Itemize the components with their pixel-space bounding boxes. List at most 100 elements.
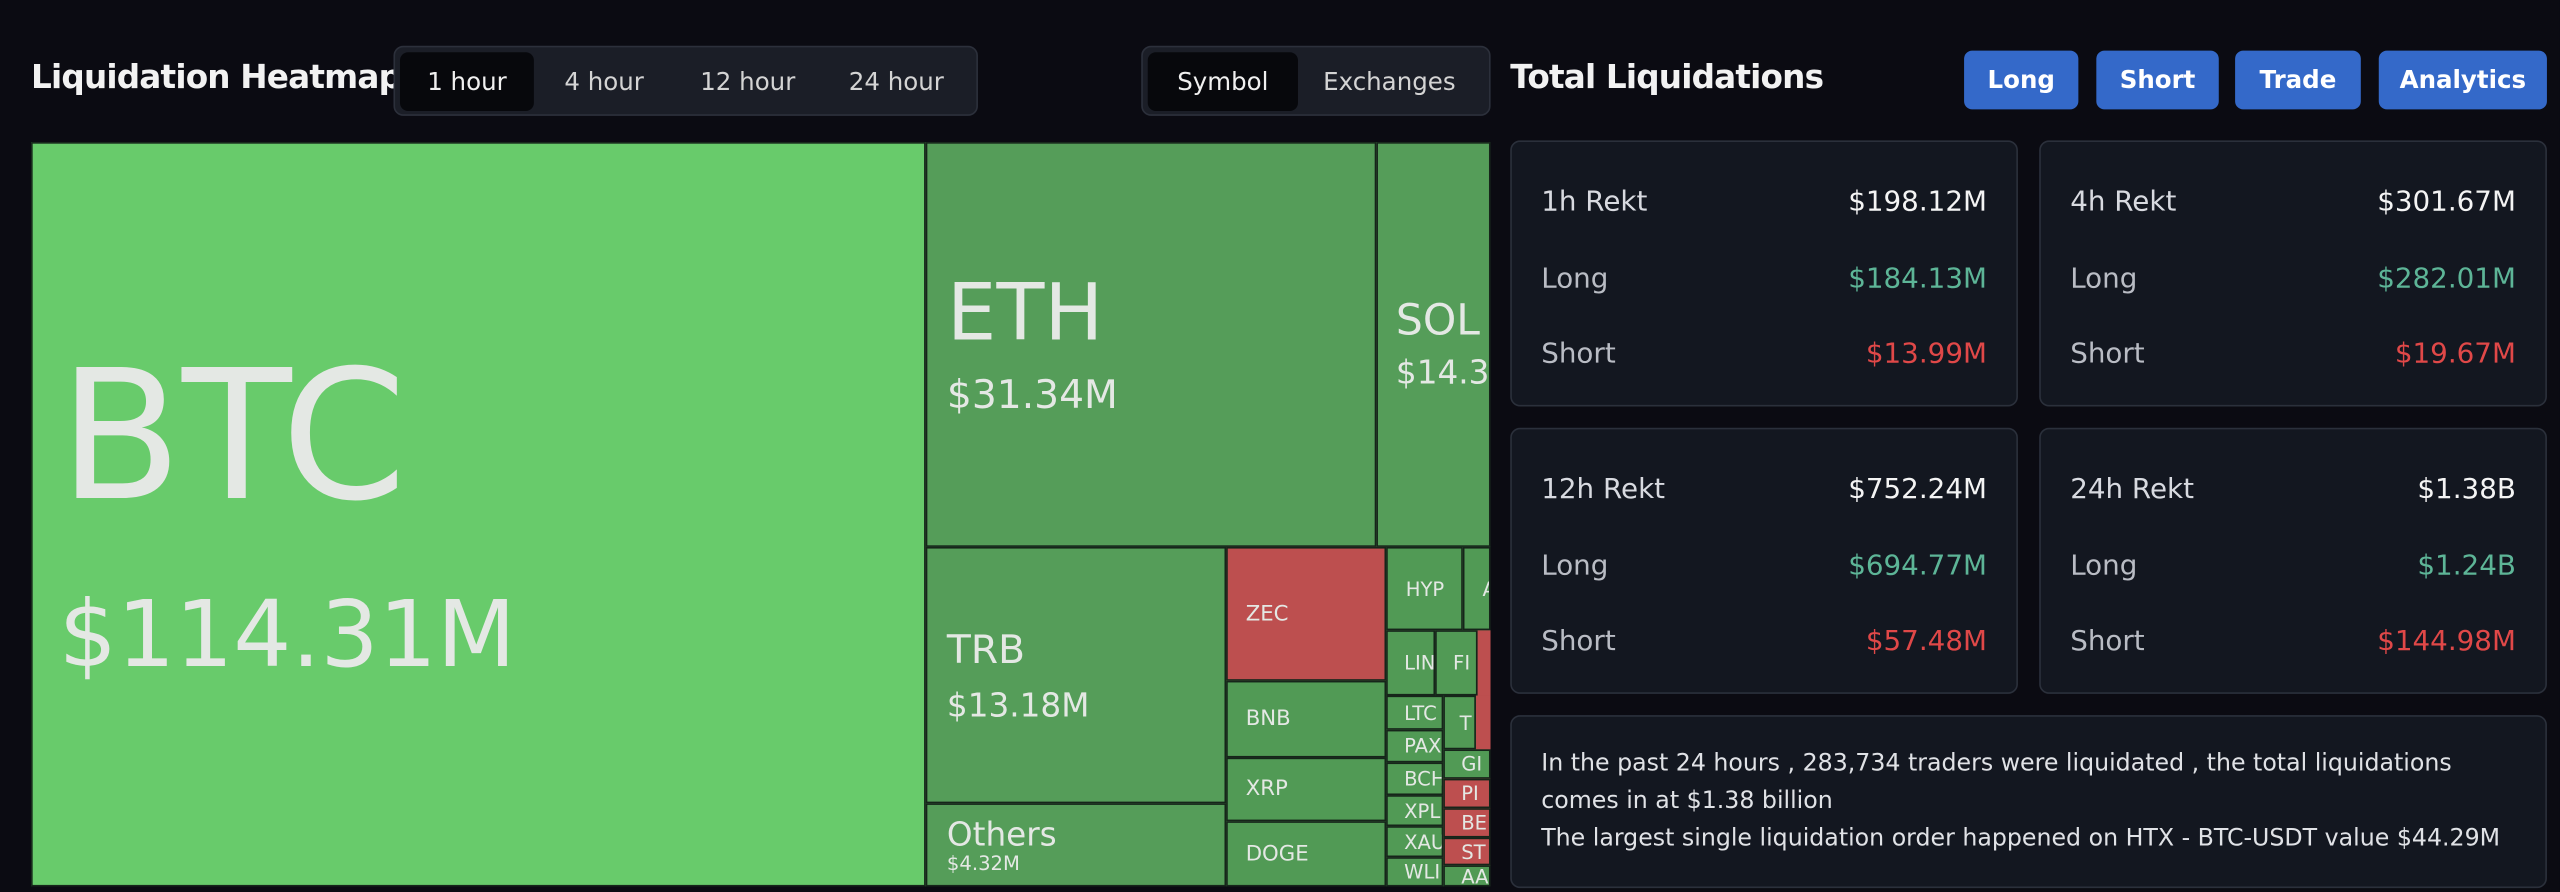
tile-label: AA: [1461, 865, 1489, 887]
heatmap-tile[interactable]: ST: [1443, 837, 1491, 866]
heatmap-tile[interactable]: WLI: [1386, 857, 1444, 887]
tile-label: PI: [1461, 782, 1479, 805]
heatmap-tile[interactable]: XRP: [1226, 757, 1387, 822]
card-header: 4h Rekt $301.67M: [2070, 186, 2516, 219]
view-tab[interactable]: Symbol: [1147, 51, 1298, 111]
card-header: 1h Rekt $198.12M: [1541, 186, 1987, 219]
summary-title: Total Liquidations: [1510, 57, 1824, 97]
view-tabs: Symbol Exchanges: [1141, 45, 1491, 116]
heatmap-tile[interactable]: LIN: [1386, 630, 1436, 696]
heatmap-tile[interactable]: XAU: [1386, 826, 1444, 858]
heatmap-tile[interactable]: BTC $114.31M: [31, 142, 926, 887]
card-row: Short $144.98M: [2070, 625, 2516, 658]
tile-label: BCH: [1404, 767, 1444, 791]
row-value: $1.24B: [2417, 550, 2516, 583]
tile-label: ST: [1461, 839, 1486, 863]
row-value: $282.01M: [2377, 262, 2516, 296]
heatmap-tile[interactable]: ETH $31.34M: [925, 142, 1377, 547]
tile-label: BNB: [1245, 706, 1291, 732]
tile-label: FI: [1453, 651, 1471, 675]
nav-button[interactable]: Long: [1964, 50, 2079, 110]
card-row: Long $1.24B: [2070, 550, 2516, 583]
heatmap-tile[interactable]: BE: [1443, 808, 1491, 838]
tile-label: HYP: [1405, 577, 1445, 600]
tile-label: GI: [1461, 752, 1483, 776]
card-total: $198.12M: [1848, 186, 1987, 219]
tile-sliver: [1477, 630, 1491, 696]
tile-label: SOL: [1395, 297, 1480, 347]
row-label: Long: [2070, 262, 2138, 296]
tile-label: PAX: [1404, 734, 1442, 758]
heatmap-title: Liquidation Heatmap: [31, 57, 402, 97]
tile-label: AD: [1482, 579, 1489, 599]
heatmap-tile[interactable]: DOGE: [1226, 821, 1387, 887]
stat-card: 12h Rekt $752.24M Long $694.77M Short $57.48M: [1510, 427, 2018, 694]
card-title: 4h Rekt: [2070, 186, 2177, 219]
tile-label: TRB: [946, 626, 1025, 672]
heatmap-tile[interactable]: GI: [1443, 749, 1491, 779]
row-label: Short: [2070, 625, 2145, 658]
heatmap-tile[interactable]: ZEC: [1226, 546, 1387, 681]
heatmap-tile[interactable]: Others $4.32M: [925, 803, 1227, 887]
heatmap-tile[interactable]: TRB $13.18M: [925, 546, 1227, 804]
heatmap-tile[interactable]: BCH: [1386, 762, 1444, 796]
nav-button[interactable]: Short: [2096, 50, 2219, 110]
tile-label: BTC: [58, 331, 407, 541]
tile-value: $13.18M: [946, 684, 1090, 725]
row-value: $184.13M: [1848, 262, 1987, 296]
heatmap-tile[interactable]: AD: [1462, 546, 1491, 631]
timeframe-tab[interactable]: 24 hour: [848, 66, 944, 96]
heatmap-tile[interactable]: BNB: [1226, 680, 1387, 758]
heatmap-tile[interactable]: LTC: [1386, 695, 1444, 730]
card-row: Short $19.67M: [2070, 338, 2516, 371]
timeframe-tab[interactable]: 12 hour: [700, 66, 796, 96]
heatmap-tile[interactable]: PI: [1443, 778, 1491, 809]
timeframe-tab[interactable]: 1 hour: [399, 51, 534, 111]
row-label: Short: [2070, 337, 2145, 371]
tile-label: XRP: [1245, 777, 1288, 802]
timeframe-tabs: 1 hour 4 hour 12 hour 24 hour: [393, 45, 978, 116]
heatmap-tile[interactable]: FI: [1435, 630, 1478, 696]
card-total: $752.24M: [1848, 473, 1987, 507]
timeframe-tab[interactable]: 4 hour: [564, 66, 644, 96]
tile-label: WLI: [1404, 860, 1441, 884]
tile-label: ZEC: [1245, 601, 1289, 627]
note-line: In the past 24 hours , 283,734 traders w…: [1541, 751, 2452, 815]
heatmap-tile[interactable]: PAX: [1386, 729, 1444, 763]
heatmap-tile[interactable]: HYP: [1386, 546, 1463, 631]
tile-value: $114.31M: [58, 582, 516, 689]
row-value: $57.48M: [1865, 625, 1987, 658]
tile-sliver: [1475, 695, 1491, 750]
view-tab[interactable]: Exchanges: [1323, 66, 1456, 96]
heatmap-tile[interactable]: AA: [1443, 865, 1491, 887]
card-header: 24h Rekt $1.38B: [2070, 473, 2516, 506]
tile-label: LTC: [1404, 701, 1437, 725]
heatmap-tile[interactable]: XPL: [1386, 795, 1444, 827]
tile-label: Others: [946, 813, 1057, 854]
row-value: $13.99M: [1865, 337, 1987, 371]
heatmap-tile[interactable]: SOL $14.33M: [1376, 142, 1491, 547]
tile-label: DOGE: [1245, 841, 1309, 867]
tile-value: $4.32M: [946, 851, 1020, 875]
nav-button[interactable]: Trade: [2235, 50, 2361, 110]
card-total: $301.67M: [2377, 186, 2516, 219]
nav-button[interactable]: Analytics: [2378, 50, 2547, 110]
stat-card: 4h Rekt $301.67M Long $282.01M Short $19.67M: [2039, 140, 2547, 407]
tile-value: $31.34M: [946, 372, 1118, 418]
treemap: BTC $114.31M ETH $31.34M SOL $14.33M TRB $13.18…: [31, 142, 1491, 887]
tile-value: $14.33M: [1395, 352, 1490, 392]
stat-card: 24h Rekt $1.38B Long $1.24B Short $144.98M: [2039, 427, 2547, 694]
card-row: Long $184.13M: [1541, 263, 1987, 296]
row-label: Short: [1541, 337, 1616, 371]
row-value: $19.67M: [2394, 337, 2516, 371]
heatmap-tile[interactable]: T: [1443, 695, 1476, 750]
card-total: $1.38B: [2417, 473, 2516, 507]
row-value: $144.98M: [2377, 625, 2516, 658]
tile-label: LIN: [1404, 651, 1436, 675]
tile-label: XAU: [1404, 830, 1444, 854]
tile-label: BE: [1461, 811, 1488, 835]
row-label: Long: [2070, 550, 2138, 583]
row-label: Long: [1541, 550, 1609, 583]
row-label: Short: [1541, 625, 1616, 658]
